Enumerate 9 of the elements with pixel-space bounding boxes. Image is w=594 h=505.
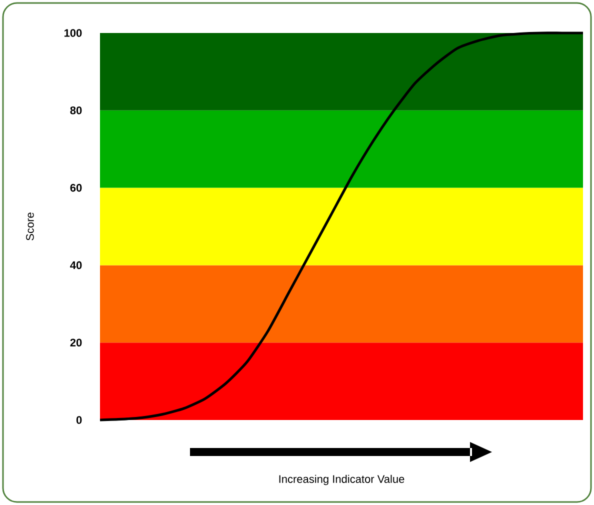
y-tick-label: 20 bbox=[70, 338, 82, 346]
y-tick-label: 100 bbox=[64, 29, 82, 37]
y-tick-label: 80 bbox=[70, 106, 82, 114]
y-tick-label: 60 bbox=[70, 184, 82, 192]
line-series bbox=[98, 32, 584, 422]
x-axis-title: Increasing Indicator Value bbox=[279, 474, 404, 486]
y-tick-label: 40 bbox=[70, 261, 82, 270]
y-axis-title: Score bbox=[26, 212, 34, 240]
y-tick-label: 0 bbox=[76, 416, 82, 424]
